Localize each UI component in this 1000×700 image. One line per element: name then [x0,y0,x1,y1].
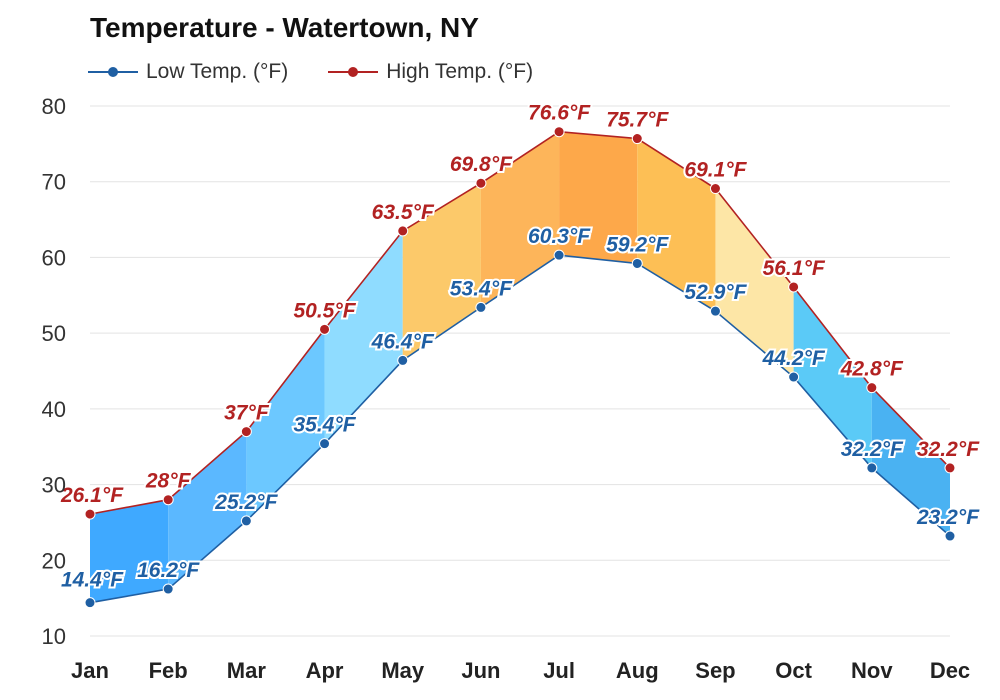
low-temp-data-label: 59.2°F [606,233,669,256]
low-temp-line [89,254,951,604]
range-band [637,138,716,312]
band-layer [90,131,950,603]
x-tick-label: Aug [616,658,659,683]
x-tick-label: Oct [775,658,812,683]
high-temp-data-label: 32.2°F [917,438,980,461]
high-temp-data-label: 69.1°F [684,159,747,182]
range-band [871,387,950,537]
low-temp-data-label: 52.9°F [684,281,747,304]
y-tick-label: 40 [42,397,66,422]
low-temp-point[interactable] [709,305,721,317]
chart-title: Temperature - Watertown, NY [90,12,479,43]
high-temp-line [89,130,951,515]
high-temp-data-label: 42.8°F [840,358,904,381]
high-temp-data-label: 75.7°F [606,109,669,132]
high-temp-point[interactable] [788,281,800,293]
low-temp-data-label: 46.4°F [371,330,435,353]
x-tick-label: Jun [461,658,500,683]
range-band [168,431,247,590]
range-band [324,230,403,444]
high-temp-point[interactable] [553,126,565,138]
range-band [793,286,872,468]
low-temp-data-label: 53.4°F [450,277,513,300]
low-temp-data-label: 35.4°F [293,414,356,437]
low-temp-data-label: 23.2°F [916,506,980,529]
low-temp-data-label: 14.4°F [61,569,124,592]
high-temp-data-label: 28°F [145,470,192,493]
high-temp-point[interactable] [240,426,252,438]
high-temp-point[interactable] [319,323,331,335]
high-temp-data-label: 56.1°F [763,257,826,280]
x-tick-label: Feb [149,658,188,683]
x-tick-label: Mar [227,658,267,683]
y-tick-label: 10 [42,624,66,649]
high-temp-point[interactable] [866,382,878,394]
range-band [480,131,560,308]
point-layer [84,126,956,609]
high-temp-data-label: 37°F [224,402,270,425]
x-tick-label: Jul [543,658,575,683]
low-temp-point[interactable] [944,530,956,542]
high-temp-point[interactable] [709,183,721,195]
range-band [402,183,481,361]
low-temp-point[interactable] [788,371,800,383]
low-temp-point[interactable] [397,354,409,366]
high-temp-point[interactable] [162,494,174,506]
high-temp-data-label: 69.8°F [450,153,513,176]
low-temp-point[interactable] [319,438,331,450]
range-band [715,188,794,378]
legend-label-high: High Temp. (°F) [386,60,534,83]
y-tick-label: 30 [42,473,66,498]
legend: Low Temp. (°F) High Temp. (°F) [88,60,533,84]
high-temp-data-label: 26.1°F [60,484,124,507]
low-temp-point[interactable] [553,249,565,261]
low-temp-point[interactable] [240,515,252,527]
range-band [90,499,169,603]
high-temp-point[interactable] [944,462,956,474]
x-tick-label: Sep [695,658,735,683]
x-tick-label: Apr [306,658,344,683]
legend-item-high[interactable]: High Temp. (°F) [328,60,533,84]
x-tick-label: May [381,658,425,683]
x-tick-label: Jan [71,658,109,683]
legend-label-low: Low Temp. (°F) [146,60,289,83]
low-temp-point[interactable] [84,597,96,609]
range-band [246,329,325,521]
high-temp-data-label: 50.5°F [293,299,356,322]
low-temp-point[interactable] [631,257,643,269]
low-temp-data-label: 25.2°F [214,491,278,514]
legend-marker-low-icon [88,67,138,77]
axis-layer: 10 20 30 40 50 60 70 80 Jan Feb Mar Apr May Jun Jul Aug… [42,94,971,683]
legend-marker-high-icon [328,67,379,77]
high-temp-point[interactable] [475,177,487,189]
y-tick-label: 70 [42,170,66,195]
y-tick-label: 20 [42,548,66,573]
low-temp-point[interactable] [162,583,174,595]
low-temp-data-label: 16.2°F [137,559,200,582]
low-temp-point[interactable] [475,301,487,313]
low-temp-data-label: 32.2°F [841,438,904,461]
x-tick-label: Nov [851,658,893,683]
low-temp-data-label: 44.2°F [762,347,826,370]
low-temp-data-label: 60.3°F [528,225,591,248]
high-temp-data-label: 63.5°F [372,201,435,224]
range-band [559,131,638,264]
line-layer [89,130,951,604]
label-layer: 14.4°F 16.2°F 25.2°F 35.4°F 46.4°F 53.4°F 60.3… [58,100,982,594]
high-temp-data-label: 76.6°F [528,102,591,125]
y-tick-label: 80 [42,94,66,119]
high-temp-point[interactable] [84,508,96,520]
y-tick-label: 50 [42,321,66,346]
high-temp-point[interactable] [631,133,643,145]
high-temp-point[interactable] [397,225,409,237]
x-tick-label: Dec [930,658,970,683]
legend-item-low[interactable]: Low Temp. (°F) [88,60,288,84]
low-temp-point[interactable] [866,462,878,474]
y-tick-label: 60 [42,245,66,270]
